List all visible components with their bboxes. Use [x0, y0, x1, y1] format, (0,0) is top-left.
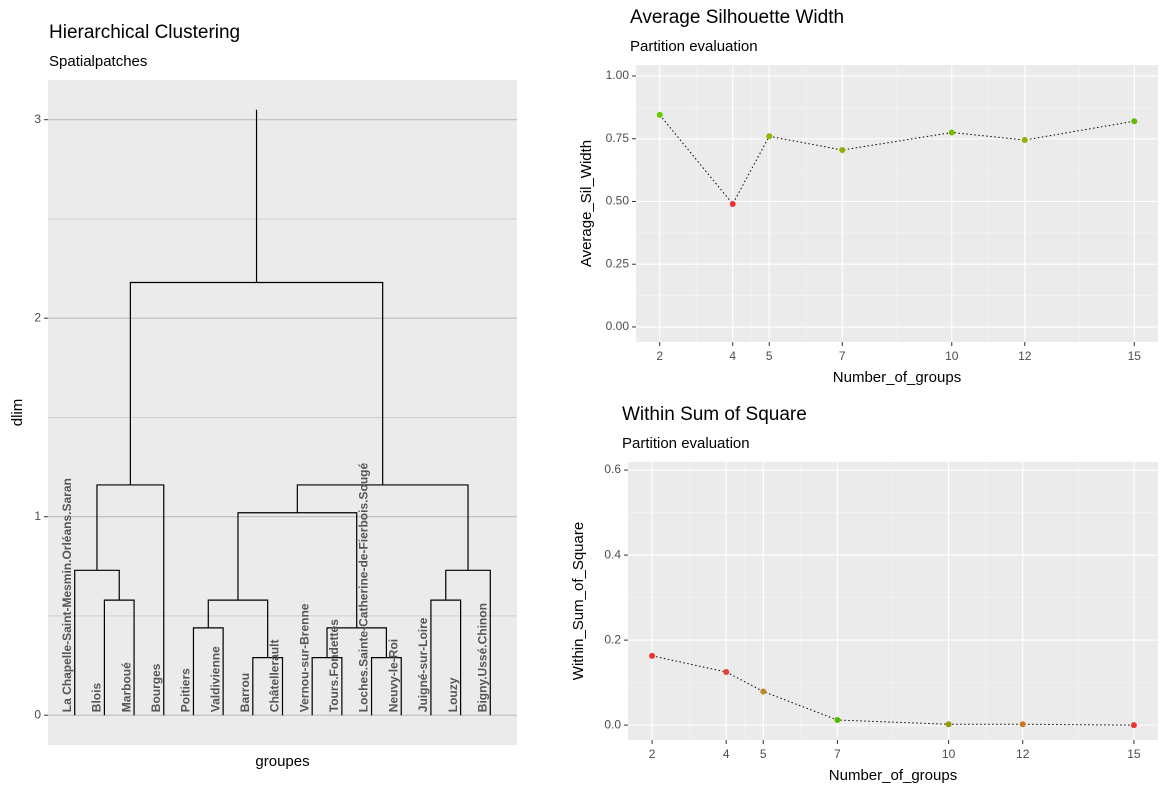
dendrogram-link — [326, 627, 387, 658]
dendrogram-link — [103, 599, 135, 716]
data-point — [945, 721, 952, 728]
x-tick-label: 4 — [729, 349, 736, 363]
x-tick-label: 10 — [942, 747, 956, 761]
y-axis-label: Within_Sum_of_Square — [570, 522, 587, 680]
chart-subtitle: Partition evaluation — [622, 435, 750, 452]
leaf-label: Loches.Sainte-Catherine-de-Fierbois.Soug… — [357, 463, 371, 713]
y-axis-label: Average_Sil_Width — [578, 140, 595, 267]
leaf-label: Neuvy-le-Roi — [386, 639, 400, 712]
y-axis-label: dlim — [9, 399, 26, 427]
panel-background — [48, 80, 517, 745]
dendrogram-link — [129, 281, 384, 485]
dendrogram-link — [252, 657, 284, 716]
data-point — [723, 668, 730, 675]
x-tick-label: 15 — [1128, 349, 1142, 363]
x-tick-label: 5 — [760, 747, 767, 761]
y-tick-label: 0.25 — [606, 256, 630, 270]
data-point — [1021, 137, 1028, 144]
data-point — [766, 133, 773, 140]
chart-subtitle: Partition evaluation — [630, 38, 758, 55]
leaf-label: Châtellerault — [268, 640, 282, 713]
x-axis-label: Number_of_groups — [833, 369, 961, 386]
leaf-label: Bigny.Ussé.Chinon — [475, 603, 489, 712]
data-point — [1131, 118, 1138, 125]
data-point — [656, 111, 663, 118]
data-point — [948, 129, 955, 136]
dendrogram-link — [207, 599, 269, 658]
leaf-label: Louzy — [446, 677, 460, 712]
leaf-label: Tours.Fondettes — [327, 619, 341, 712]
y-tick-label: 0.6 — [604, 462, 621, 476]
x-axis-label: Number_of_groups — [829, 767, 957, 784]
data-point — [839, 147, 846, 154]
x-tick-label: 10 — [945, 349, 959, 363]
leaf-label: Blois — [90, 683, 104, 713]
x-tick-label: 15 — [1127, 747, 1141, 761]
data-point — [834, 717, 841, 724]
leaf-label: Marboué — [119, 662, 133, 712]
leaf-label: Vernou-sur-Brenne — [297, 603, 311, 712]
x-tick-label: 12 — [1016, 747, 1030, 761]
chart-title: Hierarchical Clustering — [49, 22, 240, 43]
chart-title: Average Silhouette Width — [630, 7, 844, 28]
y-tick-label: 0.0 — [604, 717, 621, 731]
x-axis-label: groupes — [255, 753, 309, 770]
data-point — [729, 201, 736, 208]
y-tick-label: 0.00 — [606, 319, 630, 333]
leaf-label: Juigné-sur-Loire — [416, 617, 430, 712]
x-tick-label: 12 — [1018, 349, 1032, 363]
x-tick-label: 7 — [839, 349, 846, 363]
leaf-label: La Chapelle-Saint-Mesmin.Orléans.Saran — [60, 478, 74, 712]
leaf-label: Poitiers — [179, 668, 193, 712]
data-point — [1019, 721, 1026, 728]
y-tick-label: 1.00 — [606, 68, 630, 82]
leaf-label: Bourges — [149, 663, 163, 712]
dendrogram-link — [311, 657, 343, 716]
x-tick-label: 2 — [649, 747, 656, 761]
y-tick-label: 2 — [34, 310, 41, 324]
x-tick-label: 5 — [766, 349, 773, 363]
leaf-label: Valdivienne — [208, 646, 222, 712]
x-tick-label: 4 — [723, 747, 730, 761]
x-tick-label: 7 — [834, 747, 841, 761]
chart-subtitle: Spatialpatches — [49, 53, 147, 70]
y-tick-label: 0.4 — [604, 547, 621, 561]
y-tick-label: 0.75 — [606, 131, 630, 145]
y-tick-label: 0.2 — [604, 632, 621, 646]
dendrogram-link — [192, 627, 224, 716]
dendrogram-link — [430, 599, 462, 716]
data-point — [760, 688, 767, 695]
y-tick-label: 3 — [34, 112, 41, 126]
data-point — [649, 652, 656, 659]
chart-title: Within Sum of Square — [622, 404, 807, 425]
y-tick-label: 1 — [34, 509, 41, 523]
leaf-label: Barrou — [238, 673, 252, 712]
data-point — [1130, 722, 1137, 729]
x-tick-label: 2 — [656, 349, 663, 363]
dendrogram-link — [370, 657, 402, 716]
y-tick-label: 0.50 — [606, 194, 630, 208]
y-tick-label: 0 — [34, 707, 41, 721]
